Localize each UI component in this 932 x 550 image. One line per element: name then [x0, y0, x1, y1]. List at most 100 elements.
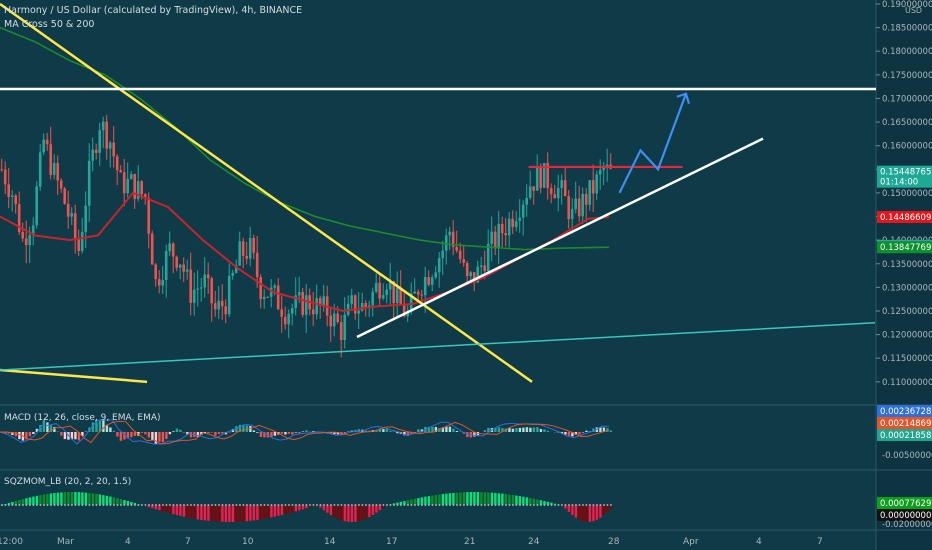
candle-body — [17, 204, 21, 232]
macd-bar — [35, 428, 39, 432]
candle-body — [602, 167, 605, 170]
candle-body — [385, 289, 388, 296]
candle-body — [399, 287, 402, 305]
candle-body — [367, 305, 371, 308]
macd-bar — [238, 424, 242, 432]
macd-bar — [133, 432, 137, 436]
sqz-dot — [312, 504, 315, 506]
sqz-dot — [365, 504, 367, 506]
sqz-bar — [399, 501, 403, 505]
macd-bar — [494, 427, 497, 432]
candle-body — [420, 294, 423, 296]
sqz-dot — [407, 504, 409, 506]
candle-body — [161, 280, 164, 286]
macd-bar — [252, 430, 256, 432]
sqz-dot — [151, 504, 154, 506]
candle-body — [343, 314, 346, 341]
macd-bar — [130, 432, 133, 438]
candle-body — [388, 280, 392, 290]
candle-body — [77, 237, 80, 251]
sqz-dot — [382, 504, 385, 506]
sqz-dot — [263, 504, 266, 506]
candle-body — [490, 231, 493, 244]
macd-bar — [231, 428, 235, 432]
sqz-bar — [252, 505, 256, 521]
candle-body — [290, 308, 294, 314]
candle-body — [66, 203, 70, 217]
sqz-dot — [141, 504, 143, 506]
macd-bar — [294, 432, 298, 433]
macd-bar — [525, 427, 529, 432]
macd-bar — [98, 420, 102, 432]
macd-bar — [375, 430, 378, 432]
macd-bar — [95, 420, 98, 432]
candle-body — [73, 213, 77, 238]
sqz-bar — [515, 495, 518, 505]
sqz-bar — [21, 499, 25, 505]
sqz-bar — [326, 505, 329, 513]
candle-body — [392, 280, 395, 304]
candle-body — [423, 277, 427, 296]
sqz-dot — [71, 504, 73, 506]
macd-bar — [182, 432, 186, 433]
sqz-dot — [368, 504, 371, 506]
sqz-bar — [501, 493, 504, 505]
macd-bar — [427, 426, 431, 432]
sqz-bar — [32, 496, 35, 505]
sqz-bar — [438, 494, 441, 505]
projection-arrow — [618, 93, 688, 194]
candle-body — [462, 259, 465, 263]
price-tick-label: 0.19000000 — [882, 0, 932, 10]
sqz-bar — [606, 505, 609, 512]
sqz-dot — [459, 504, 462, 506]
sqz-dot — [494, 504, 497, 506]
macd-tick-label: -0.00500000 — [882, 451, 932, 461]
sqz-bar — [340, 505, 343, 521]
sqz-bar — [277, 505, 280, 516]
sqz-dot — [179, 504, 182, 506]
candle-body — [336, 313, 339, 323]
sqz-dot — [603, 504, 605, 506]
chart-title: Harmony / US Dollar (calculated by Tradi… — [4, 5, 302, 16]
price-tick-label: 0.17000000 — [882, 94, 932, 104]
candle-body — [507, 218, 511, 236]
candle-body — [262, 296, 266, 300]
sqz-bar — [123, 500, 126, 505]
time-tick-label: Mar — [57, 537, 74, 547]
sqz-dot — [456, 504, 458, 506]
sqz-bar — [165, 505, 168, 513]
candle-body — [311, 309, 315, 315]
sqz-bar — [91, 493, 95, 505]
sqz-bar — [249, 505, 252, 521]
sqz-dot — [400, 504, 402, 506]
macd-bar — [560, 432, 564, 434]
macd-bar — [18, 432, 21, 440]
sqz-bar — [70, 492, 74, 505]
sqz-dot — [92, 504, 94, 506]
sqz-dot — [88, 504, 91, 506]
sqz-bar — [172, 505, 175, 515]
macd-bar — [116, 432, 119, 437]
candle-body — [322, 296, 325, 306]
candle-body — [178, 264, 182, 268]
sqz-dot — [200, 504, 203, 506]
candle-body — [52, 163, 56, 175]
candle-body — [588, 180, 591, 205]
macd-bar — [501, 428, 504, 432]
macd-bar — [609, 430, 613, 432]
price-tick-label: 0.18000000 — [882, 47, 932, 57]
sqz-dot — [246, 504, 248, 506]
sqz-dot — [78, 504, 80, 506]
sqz-dot — [239, 504, 241, 506]
sqz-dot — [298, 504, 301, 506]
macd-bar — [406, 432, 410, 437]
sqz-bar — [263, 505, 266, 519]
sqz-bar — [175, 505, 179, 515]
sqz-bar — [291, 505, 294, 513]
sqz-bar — [529, 498, 532, 505]
sqz-dot — [501, 504, 504, 506]
candle-body — [129, 174, 133, 179]
candle-body — [157, 279, 161, 286]
sqz-bar — [18, 500, 21, 505]
macd-bar — [161, 432, 165, 443]
